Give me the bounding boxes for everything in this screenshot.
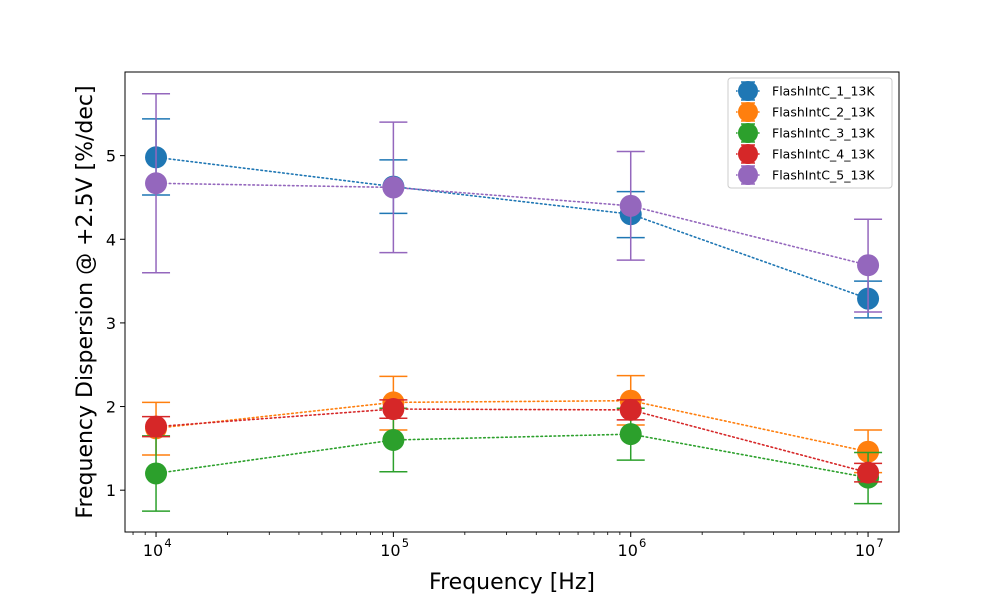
x-axis-ticks: 10 4 10 5 10 6 10 7 [132, 532, 884, 560]
data-point [857, 461, 880, 484]
x-tick-label-base: 10 [618, 541, 638, 560]
y-tick-label: 3 [106, 314, 116, 333]
series-5 [142, 92, 883, 313]
x-tick-label-base: 10 [855, 541, 875, 560]
x-tick-label: 10 6 [618, 536, 647, 560]
legend: FlashIntC_1_13K FlashIntC_2_13K FlashIntC_… [727, 77, 893, 189]
data-point [619, 423, 642, 446]
x-tick-label-base: 10 [143, 541, 163, 560]
legend-marker [738, 165, 758, 185]
plot-marks [142, 92, 883, 512]
data-point [382, 398, 405, 421]
legend-label: FlashIntC_4_13K [772, 147, 875, 162]
series-4 [142, 398, 883, 484]
series-line [155, 399, 869, 453]
legend-label: FlashIntC_5_13K [772, 168, 875, 183]
legend-label: FlashIntC_3_13K [772, 126, 875, 141]
x-tick-label: 10 4 [143, 536, 172, 560]
data-point [619, 398, 642, 421]
data-point [382, 176, 405, 199]
y-axis-ticks: 1 2 3 4 5 [106, 147, 125, 500]
x-axis-label: Frequency [Hz] [429, 570, 595, 595]
data-point [619, 194, 642, 217]
data-point [145, 415, 168, 438]
series-line [155, 433, 869, 479]
data-point [145, 172, 168, 195]
legend-entry: FlashIntC_3_13K [736, 123, 875, 143]
x-tick-label-exponent: 6 [639, 536, 646, 550]
legend-entry: FlashIntC_4_13K [736, 144, 875, 164]
legend-marker [738, 144, 758, 164]
legend-label: FlashIntC_2_13K [772, 105, 875, 120]
y-axis-label: Frequency Dispersion @ +2.5V [%/dec] [73, 85, 98, 518]
series-line [155, 156, 869, 300]
y-tick-label: 1 [106, 481, 116, 500]
legend-entry: FlashIntC_2_13K [736, 102, 875, 122]
legend-marker [738, 123, 758, 143]
legend-box [727, 77, 893, 189]
legend-label: FlashIntC_1_13K [772, 84, 875, 99]
data-point [145, 462, 168, 485]
data-point [857, 254, 880, 277]
series-line [155, 182, 869, 267]
x-tick-label-base: 10 [380, 541, 400, 560]
legend-entry: FlashIntC_1_13K [736, 81, 875, 101]
plot-frame [124, 71, 900, 533]
legend-entry: FlashIntC_5_13K [736, 165, 875, 185]
y-tick-label: 2 [106, 398, 116, 417]
series-line [155, 408, 869, 474]
legend-marker [738, 81, 758, 101]
y-tick-label: 4 [106, 230, 116, 249]
legend-marker [738, 102, 758, 122]
x-tick-label-exponent: 4 [164, 536, 171, 550]
x-tick-label-exponent: 5 [402, 536, 409, 550]
data-point [382, 429, 405, 451]
x-tick-label: 10 7 [855, 536, 884, 560]
data-point [857, 440, 880, 463]
y-tick-label: 5 [106, 147, 116, 166]
x-tick-label-exponent: 7 [876, 536, 883, 550]
x-tick-label: 10 5 [380, 536, 409, 560]
